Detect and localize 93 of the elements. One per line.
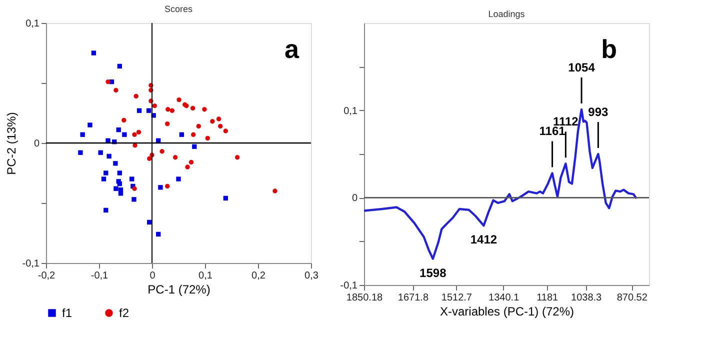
annotation: 1054 [568, 60, 596, 74]
y-tick-label: -0,1 [340, 280, 358, 292]
point [114, 186, 118, 191]
point [117, 170, 122, 176]
point [122, 132, 127, 137]
point [147, 156, 152, 161]
point [152, 103, 157, 108]
point [272, 188, 278, 194]
point [185, 164, 190, 170]
point [176, 97, 182, 102]
point [134, 94, 138, 99]
point [210, 119, 215, 124]
point [234, 155, 240, 160]
point [146, 108, 152, 113]
x-tick-label: 1181 [536, 292, 559, 304]
point [147, 220, 152, 225]
point [160, 149, 164, 154]
point [190, 106, 196, 111]
x-tick-label: 0,1 [198, 270, 213, 282]
point [156, 232, 161, 237]
point [190, 132, 196, 137]
point [136, 130, 142, 135]
annotation: 993 [588, 105, 609, 119]
point [117, 181, 122, 186]
point [106, 154, 112, 159]
point [104, 208, 108, 213]
point [188, 160, 194, 165]
point [117, 64, 122, 69]
point [106, 79, 110, 84]
point [78, 150, 83, 155]
point [104, 170, 108, 176]
x-tick-label: 0,2 [252, 270, 266, 282]
point [172, 155, 178, 160]
y-axis-title: PC-2 (13%) [4, 112, 18, 175]
x-axis-title: PC-1 (72%) [148, 282, 210, 296]
point [170, 108, 174, 113]
annotation: 1412 [470, 232, 498, 247]
point [98, 150, 103, 155]
point [130, 176, 134, 182]
point [118, 191, 124, 196]
point [132, 197, 136, 202]
point [192, 144, 197, 149]
point [196, 124, 201, 129]
point [216, 116, 222, 122]
x-tick-label: 1512.7 [441, 292, 472, 304]
point [166, 107, 170, 112]
point [91, 50, 96, 56]
point [202, 107, 207, 112]
annotation: a [284, 34, 300, 64]
x-tick-label: -0,2 [38, 270, 56, 282]
annotation: b [601, 34, 617, 64]
point [158, 185, 163, 190]
point [122, 118, 126, 123]
point [179, 132, 184, 137]
point [223, 196, 228, 201]
line-series [362, 108, 638, 260]
x-tick-label: -0,1 [90, 270, 109, 282]
y-tick-label: -0,1 [22, 258, 40, 270]
x-axis-title: X-variables (PC-1) (72%) [440, 304, 574, 318]
x-tick-label: 1340.1 [488, 292, 520, 304]
y-tick-label: 0,1 [26, 18, 40, 30]
chart-title: Scores [164, 4, 194, 14]
point [132, 132, 137, 137]
point [165, 121, 170, 126]
annotation: 1161 [539, 124, 566, 138]
point [88, 122, 92, 128]
point [132, 186, 137, 191]
x-tick-label: 870.52 [616, 292, 648, 304]
point [165, 184, 170, 189]
x-tick-label: 1850.18 [346, 292, 384, 304]
x-tick-label: 0 [150, 270, 156, 282]
point [218, 124, 223, 129]
point [205, 136, 210, 141]
point [116, 127, 121, 132]
point [106, 138, 110, 143]
x-tick-label: 0,3 [304, 270, 319, 282]
point [136, 108, 142, 113]
point [113, 161, 118, 166]
y-tick-label: 0 [34, 138, 40, 150]
point [176, 176, 181, 182]
point [80, 132, 85, 137]
point [114, 88, 118, 93]
point [223, 128, 228, 134]
y-tick-label: 0,1 [344, 106, 358, 117]
y-tick-label: 0 [352, 193, 358, 204]
legend-label: f2 [119, 306, 130, 320]
legend-label: f1 [62, 306, 72, 320]
x-tick-label: 1038.3 [571, 292, 602, 304]
x-tick-label: 1671.8 [398, 292, 429, 304]
chart-title: Loadings [488, 9, 526, 19]
point [132, 143, 138, 148]
annotation: 1598 [420, 266, 447, 280]
point [101, 176, 106, 182]
